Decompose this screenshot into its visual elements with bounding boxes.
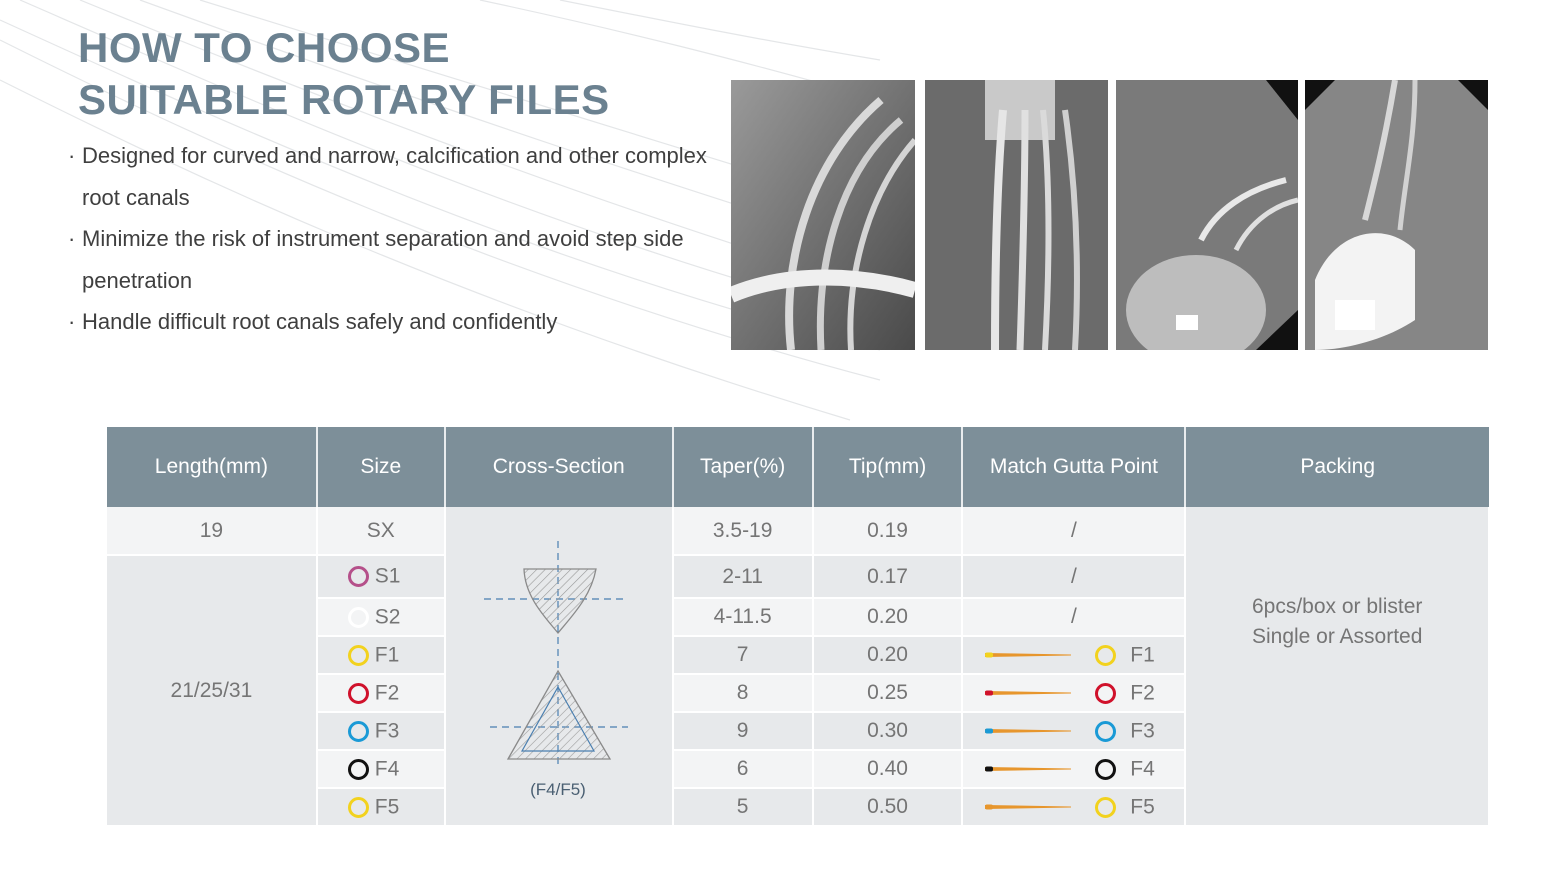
size-ring-icon bbox=[347, 796, 369, 818]
taper-cell: 2-11 bbox=[672, 555, 814, 599]
taper-cell: 6 bbox=[672, 750, 814, 789]
feature-text: Minimize the risk of instrument separati… bbox=[82, 226, 684, 293]
cross-section-diagram: (F4/F5) bbox=[483, 541, 628, 799]
xray-image bbox=[1305, 80, 1488, 350]
gutta-point-cell: / bbox=[962, 555, 1187, 599]
table-row: F3 9 0.30 F3 bbox=[107, 712, 1489, 751]
packing-line: Single or Assorted bbox=[1251, 625, 1423, 648]
header-gutta-point: Match Gutta Point bbox=[962, 427, 1187, 507]
size-cell: F2 bbox=[316, 674, 446, 713]
feature-item: · Minimize the risk of instrument separa… bbox=[68, 218, 718, 301]
taper-cell: 4-11.5 bbox=[672, 598, 814, 637]
table-row: F1 7 0.20 F1 bbox=[107, 636, 1489, 675]
size-cell: SX bbox=[316, 507, 446, 556]
table-row: S2 4-11.5 0.20 / bbox=[107, 598, 1489, 637]
gutta-point-cell: F3 bbox=[962, 712, 1187, 751]
feature-item: · Designed for curved and narrow, calcif… bbox=[68, 135, 708, 218]
size-ring-icon bbox=[347, 566, 369, 588]
tip-cell: 0.19 bbox=[812, 507, 964, 556]
gutta-point-icon bbox=[985, 728, 1072, 734]
table-row: F5 5 0.50 F5 bbox=[107, 788, 1489, 827]
size-cell: S1 bbox=[316, 555, 446, 599]
bullet-marker: · bbox=[68, 226, 76, 251]
tip-cell: 0.40 bbox=[812, 750, 964, 789]
taper-cell: 8 bbox=[672, 674, 814, 713]
packing-line: 6pcs/box or blister bbox=[1251, 595, 1423, 618]
gutta-point-icon bbox=[985, 690, 1072, 696]
header-length: Length(mm) bbox=[107, 427, 318, 507]
xray-image bbox=[731, 80, 915, 350]
gutta-ring-icon bbox=[1095, 644, 1117, 666]
size-cell: F4 bbox=[316, 750, 446, 789]
tip-cell: 0.20 bbox=[812, 636, 964, 675]
title-line-2: SUITABLE ROTARY FILES bbox=[78, 76, 610, 123]
gutta-point-cell: F2 bbox=[962, 674, 1187, 713]
taper-cell: 9 bbox=[672, 712, 814, 751]
gutta-point-cell: F1 bbox=[962, 636, 1187, 675]
gutta-ring-icon bbox=[1095, 796, 1117, 818]
size-ring-icon bbox=[347, 720, 369, 742]
spec-table: Length(mm) Size Cross-Section Taper(%) T… bbox=[107, 427, 1490, 827]
size-ring-icon bbox=[347, 758, 369, 780]
gutta-point-cell: F5 bbox=[962, 788, 1187, 827]
tip-cell: 0.30 bbox=[812, 712, 964, 751]
table-row: F2 8 0.25 F2 bbox=[107, 674, 1489, 713]
size-ring-icon bbox=[347, 682, 369, 704]
header-cross-section: Cross-Section bbox=[444, 427, 674, 507]
size-ring-icon bbox=[347, 644, 369, 666]
gutta-point-icon bbox=[985, 766, 1072, 772]
bullet-marker: · bbox=[68, 309, 76, 334]
background-swoosh-lines bbox=[0, 0, 881, 421]
taper-cell: 5 bbox=[672, 788, 814, 827]
feature-text: Handle difficult root canals safely and … bbox=[82, 309, 558, 334]
table-header-row: Length(mm) Size Cross-Section Taper(%) T… bbox=[107, 427, 1489, 507]
size-cell: S2 bbox=[316, 598, 446, 637]
table-row: 19 SX (F4/F5) 3.5 bbox=[107, 507, 1490, 827]
title-line-1: HOW TO CHOOSE bbox=[78, 24, 451, 71]
header-packing: Packing bbox=[1185, 427, 1489, 507]
feature-item: · Handle difficult root canals safely an… bbox=[68, 301, 718, 343]
gutta-point-cell: / bbox=[962, 598, 1187, 637]
feature-list: · Designed for curved and narrow, calcif… bbox=[68, 135, 718, 343]
header-tip: Tip(mm) bbox=[812, 427, 964, 507]
cross-section-cell: (F4/F5) bbox=[444, 507, 674, 827]
page-title: HOW TO CHOOSE SUITABLE ROTARY FILES bbox=[78, 22, 610, 126]
header-taper: Taper(%) bbox=[672, 427, 814, 507]
size-cell: F3 bbox=[316, 712, 446, 751]
gutta-ring-icon bbox=[1095, 720, 1117, 742]
gutta-ring-icon bbox=[1095, 758, 1117, 780]
header-size: Size bbox=[316, 427, 446, 507]
gutta-point-cell: F4 bbox=[962, 750, 1187, 789]
bullet-marker: · bbox=[68, 143, 76, 168]
tip-cell: 0.50 bbox=[812, 788, 964, 827]
packing-cell: 6pcs/box or blister Single or Assorted bbox=[1185, 507, 1490, 827]
length-cell: 19 bbox=[107, 507, 318, 556]
table-row: 21/25/31 S1 2-11 0.17 / bbox=[107, 555, 1489, 827]
gutta-point-cell: / bbox=[962, 507, 1187, 556]
tip-cell: 0.20 bbox=[812, 598, 964, 637]
gutta-ring-icon bbox=[1095, 682, 1117, 704]
xray-image bbox=[925, 80, 1108, 350]
size-cell: F5 bbox=[316, 788, 446, 827]
size-ring-icon bbox=[347, 606, 369, 628]
length-cell: 21/25/31 bbox=[107, 555, 318, 827]
taper-cell: 7 bbox=[672, 636, 814, 675]
size-cell: F1 bbox=[316, 636, 446, 675]
taper-cell: 3.5-19 bbox=[672, 507, 814, 556]
tip-cell: 0.25 bbox=[812, 674, 964, 713]
feature-text: Designed for curved and narrow, calcific… bbox=[82, 143, 707, 210]
gutta-point-icon bbox=[985, 804, 1072, 810]
gutta-point-icon bbox=[985, 652, 1072, 658]
table-row: F4 6 0.40 F4 bbox=[107, 750, 1489, 789]
tip-cell: 0.17 bbox=[812, 555, 964, 599]
xray-image bbox=[1116, 80, 1298, 350]
cross-section-label: (F4/F5) bbox=[530, 780, 586, 799]
